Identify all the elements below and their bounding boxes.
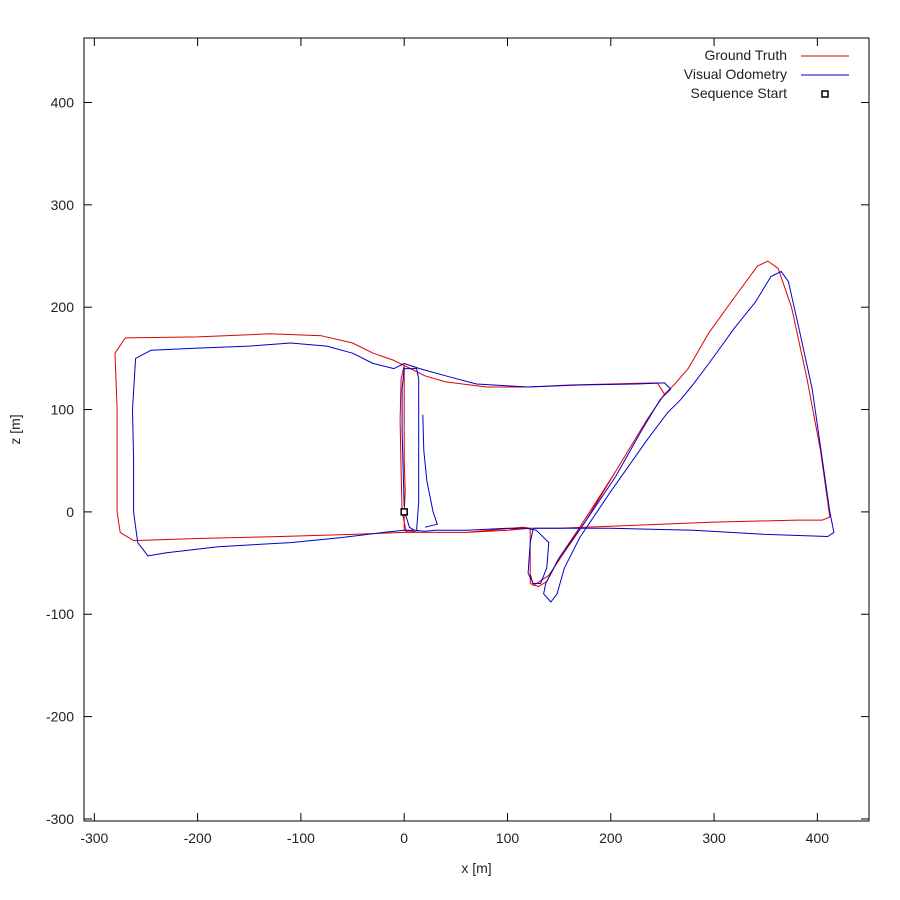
axis-tick-labels: -300 -200 -100 0 100 200 300 400 -300 -200 -100 0 10… xyxy=(46,94,829,846)
y-tick-label: 300 xyxy=(51,197,75,213)
x-tick-label: 0 xyxy=(400,830,408,846)
legend: Ground Truth Visual Odometry Sequence St… xyxy=(684,47,849,101)
y-tick-label: 400 xyxy=(51,94,75,110)
series-line-visual-odometry xyxy=(132,270,835,603)
y-tick-label: 0 xyxy=(66,504,74,520)
y-tick-label: -100 xyxy=(46,606,74,622)
y-tick-label: -300 xyxy=(46,811,74,827)
y-axis-label: z [m] xyxy=(7,414,23,444)
plot-frame xyxy=(83,37,870,822)
y-tick-label: -200 xyxy=(46,709,74,725)
legend-label-visual-odometry: Visual Odometry xyxy=(684,66,787,82)
axis-ticks xyxy=(84,38,869,821)
legend-label-sequence-start: Sequence Start xyxy=(690,85,787,101)
x-tick-label: 200 xyxy=(599,830,623,846)
marker-layer xyxy=(400,508,408,516)
x-tick-label: 100 xyxy=(496,830,520,846)
series-line-visual-odometry-segment xyxy=(422,414,438,528)
x-tick-label: -300 xyxy=(80,830,108,846)
sequence-start-marker xyxy=(400,508,408,516)
y-tick-label: 200 xyxy=(51,299,75,315)
x-axis-label: x [m] xyxy=(461,860,491,876)
x-tick-label: -200 xyxy=(184,830,212,846)
series-layer xyxy=(114,260,835,603)
y-tick-label: 100 xyxy=(51,402,75,418)
legend-swatch-sequence-start xyxy=(821,90,829,98)
x-tick-label: -100 xyxy=(287,830,315,846)
legend-label-ground-truth: Ground Truth xyxy=(705,47,788,63)
x-tick-label: 400 xyxy=(806,830,830,846)
x-tick-label: 300 xyxy=(702,830,726,846)
